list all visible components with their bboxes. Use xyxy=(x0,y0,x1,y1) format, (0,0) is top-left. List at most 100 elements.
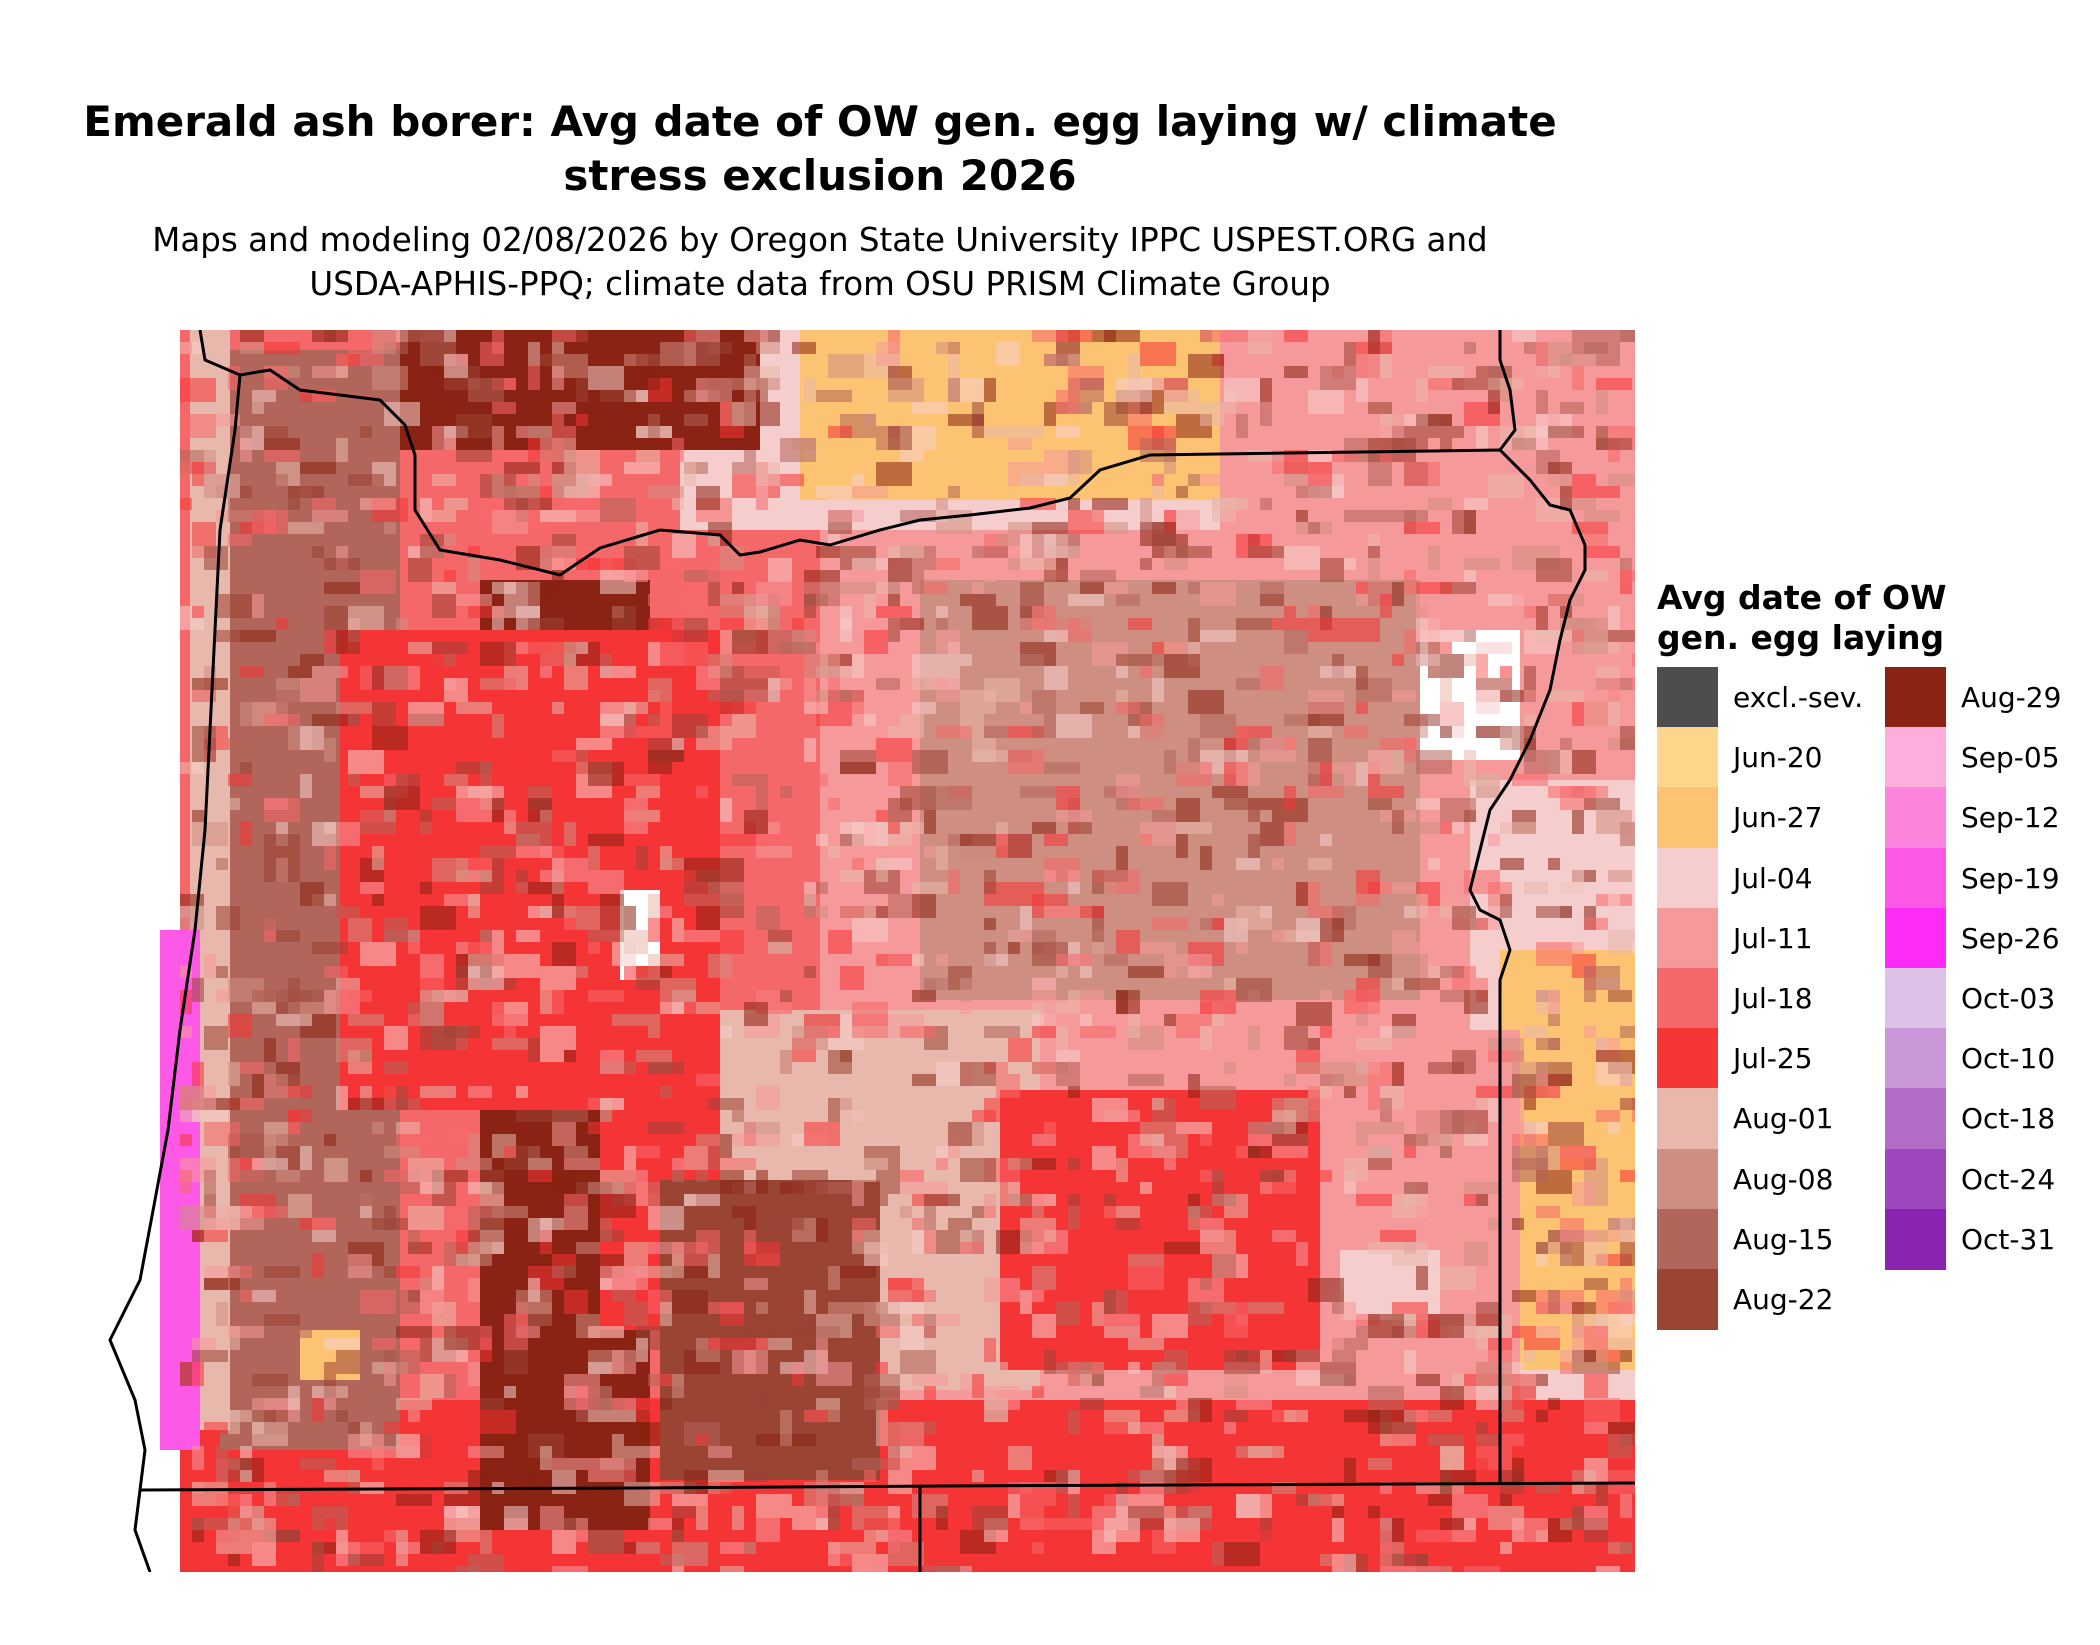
raster-cell xyxy=(1284,546,1320,570)
raster-cell xyxy=(648,918,672,942)
raster-cell xyxy=(732,774,768,786)
raster-cell xyxy=(1092,1266,1128,1290)
raster-cell xyxy=(396,618,408,630)
raster-cell xyxy=(276,1326,312,1338)
raster-cell xyxy=(900,1026,936,1038)
raster-cell xyxy=(384,1062,408,1074)
raster-cell xyxy=(936,1506,948,1530)
raster-cell xyxy=(672,438,684,462)
raster-cell xyxy=(624,774,660,786)
legend-label: Aug-15 xyxy=(1733,1222,1834,1256)
raster-cell xyxy=(1056,1062,1080,1086)
raster-cell xyxy=(1572,630,1584,642)
raster-cell xyxy=(1560,1146,1596,1170)
raster-cell xyxy=(708,1254,720,1278)
raster-cell xyxy=(480,1182,504,1206)
raster-cell xyxy=(492,714,504,738)
raster-cell xyxy=(492,510,528,534)
raster-cell xyxy=(240,330,264,342)
raster-cell xyxy=(408,1158,444,1182)
raster-cell xyxy=(1260,666,1284,690)
raster-cell xyxy=(816,774,828,786)
legend-item: Oct-31 xyxy=(1885,1208,2100,1270)
raster-cell xyxy=(1524,606,1536,618)
raster-cell xyxy=(1104,330,1140,342)
raster-cell xyxy=(756,1494,792,1518)
legend: Avg date of OW gen. egg laying excl.-sev… xyxy=(1657,578,2097,1330)
raster-cell xyxy=(528,1038,540,1062)
raster-cell xyxy=(444,1206,468,1230)
raster-cell xyxy=(360,1194,372,1206)
raster-cell xyxy=(744,978,756,990)
raster-cell xyxy=(1572,474,1596,498)
raster-cell xyxy=(816,1326,840,1338)
raster-cell xyxy=(1236,978,1272,1002)
raster-cell xyxy=(708,1446,732,1458)
raster-cell xyxy=(732,1506,744,1530)
raster-cell xyxy=(648,1266,672,1278)
raster-cell xyxy=(1212,1194,1236,1206)
raster-cell xyxy=(444,1122,468,1146)
raster-cell xyxy=(1032,1542,1044,1554)
raster-cell xyxy=(264,798,300,822)
raster-cell xyxy=(780,786,792,798)
raster-cell xyxy=(996,534,1020,546)
raster-cell xyxy=(600,558,612,570)
raster-cell xyxy=(1008,1038,1032,1062)
raster-cell xyxy=(636,1050,672,1062)
raster-cell xyxy=(1380,1026,1416,1038)
raster-cell xyxy=(768,558,792,582)
raster-cell xyxy=(396,774,420,786)
raster-cell xyxy=(1608,882,1620,906)
raster-cell xyxy=(768,834,804,846)
raster-cell xyxy=(384,1206,396,1230)
legend-item: Jun-27 xyxy=(1657,787,1877,849)
raster-cell xyxy=(324,1242,336,1266)
raster-cell xyxy=(972,1470,984,1482)
raster-cell xyxy=(852,1074,864,1098)
raster-cell xyxy=(1188,738,1200,762)
raster-cell xyxy=(1416,798,1440,810)
raster-cell xyxy=(1092,1206,1116,1230)
raster-cell xyxy=(744,1230,756,1254)
raster-cell xyxy=(420,498,432,522)
raster-cell xyxy=(828,798,840,810)
raster-cell xyxy=(828,1050,852,1074)
raster-cell xyxy=(312,1554,324,1572)
raster-cell xyxy=(384,666,408,690)
raster-cell xyxy=(1200,474,1224,486)
raster-cell xyxy=(600,498,636,522)
raster-cell xyxy=(420,882,432,894)
raster-cell xyxy=(1116,702,1140,714)
raster-cell xyxy=(1308,618,1344,642)
raster-cell xyxy=(420,906,456,930)
raster-cell xyxy=(1284,630,1308,654)
raster-cell xyxy=(1044,1458,1056,1470)
raster-cell xyxy=(1044,1122,1056,1134)
raster-cell xyxy=(672,1374,684,1398)
raster-cell xyxy=(888,1542,900,1554)
raster-cell xyxy=(372,1398,384,1410)
raster-cell xyxy=(1368,1410,1404,1434)
raster-cell xyxy=(672,534,696,558)
raster-cell xyxy=(1620,726,1635,750)
pacific-coastline xyxy=(108,330,341,1572)
raster-cell xyxy=(828,846,840,858)
raster-cell xyxy=(1044,630,1068,642)
raster-cell xyxy=(1476,918,1488,930)
raster-cell xyxy=(1596,342,1620,366)
raster-cell xyxy=(324,1134,336,1146)
raster-cell xyxy=(240,1170,264,1194)
raster-cell xyxy=(1020,1506,1044,1530)
raster-cell xyxy=(492,1038,528,1050)
raster-cell xyxy=(1116,690,1128,702)
raster-cell xyxy=(384,918,408,942)
raster-cell xyxy=(984,570,996,582)
raster-cell xyxy=(1500,666,1512,678)
raster-cell xyxy=(1056,1518,1092,1530)
raster-cell xyxy=(252,1542,276,1566)
raster-cell xyxy=(1188,690,1224,714)
raster-cell xyxy=(552,366,564,390)
raster-cell xyxy=(1392,654,1404,666)
raster-cell xyxy=(1224,1410,1248,1422)
